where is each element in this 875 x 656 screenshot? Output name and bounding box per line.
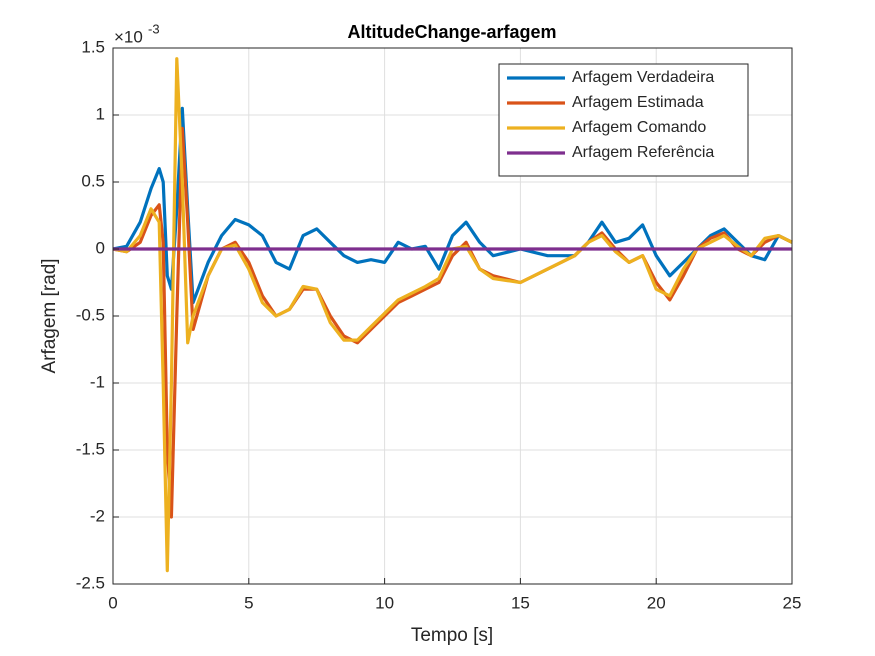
y-tick-label: 1.5 [81,37,105,56]
x-tick-label: 25 [783,593,802,612]
y-tick-label: 1 [96,104,105,123]
x-tick-label: 10 [375,593,394,612]
y-multiplier: ×10 [114,27,143,46]
y-tick-label: -2 [90,506,105,525]
y-axis-label: Arfagem [rad] [39,258,60,373]
x-tick-label: 0 [108,593,117,612]
legend-box [498,63,749,177]
y-tick-label: -2.5 [76,573,105,592]
y-tick-label: 0 [96,238,105,257]
legend-label: Arfagem Referência [572,144,714,161]
legend-label: Arfagem Comando [572,119,706,136]
x-tick-label: 20 [647,593,666,612]
legend-label: Arfagem Estimada [572,94,704,111]
lines [112,57,793,573]
y-tick-label: -0.5 [76,305,105,324]
ticks: -2.5 -2 -1.5 -1 -0.5 0 0.5 1 1.5 0 5 10 15 20 25 [76,37,802,612]
legend-label: Arfagem Verdadeira [572,69,714,86]
x-tick-label: 15 [511,593,530,612]
legend: Arfagem Verdadeira Arfagem Estimada Arfage… [498,63,749,177]
series-line [112,126,793,519]
y-tick-label: 0.5 [81,171,105,190]
x-axis-label: Tempo [s] [411,625,493,646]
x-tick-label: 5 [244,593,253,612]
y-tick-label: -1.5 [76,439,105,458]
y-tick-label: -1 [90,372,105,391]
series-line [112,57,793,573]
y-exponent: -3 [148,21,160,36]
chart-title: AltitudeChange-arfagem [347,22,556,42]
